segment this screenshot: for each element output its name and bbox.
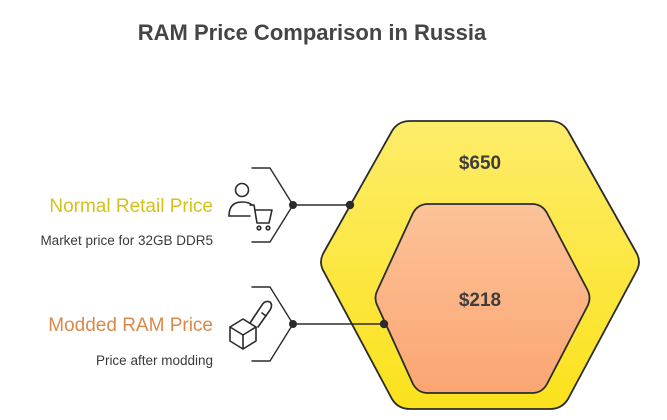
retail-price-description: Market price for 32GB DDR5 (40, 233, 213, 248)
modded-price-description: Price after modding (96, 353, 213, 368)
page-title: RAM Price Comparison in Russia (138, 20, 487, 45)
modded-price-label: Modded RAM Price (48, 315, 213, 336)
person-cart-icon (228, 182, 273, 231)
modded-connector (251, 286, 389, 362)
box-tool-icon (229, 300, 273, 350)
retail-price-label: Normal Retail Price (49, 196, 213, 217)
inner-hexagon (374, 203, 591, 394)
retail-connector (251, 167, 355, 243)
retail-price-value: $650 (459, 153, 501, 174)
modded-price-value: $218 (459, 290, 501, 311)
